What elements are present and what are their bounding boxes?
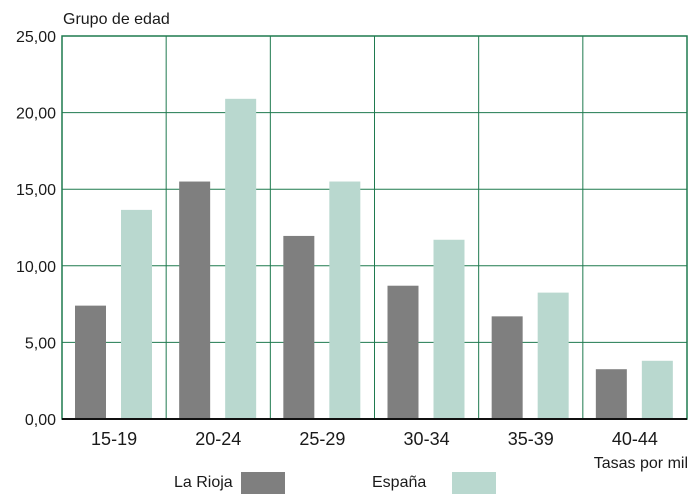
x-tick-label: 30-34: [404, 429, 450, 449]
bar-la-rioja: [179, 181, 211, 419]
bar-espana: [329, 181, 361, 419]
x-tick-label: 25-29: [299, 429, 345, 449]
legend-label-espana: España: [372, 474, 427, 491]
y-axis-title: Grupo de edad: [63, 11, 170, 28]
bar-la-rioja: [283, 235, 315, 419]
bar-la-rioja: [75, 305, 106, 419]
bar-la-rioja: [387, 285, 419, 419]
bar-espana: [121, 209, 152, 419]
legend: La Rioja España: [0, 472, 692, 494]
y-tick-label: 5,00: [25, 335, 56, 352]
x-tick-label: 40-44: [612, 429, 658, 449]
bar-espana: [641, 360, 673, 419]
x-tick-label: 35-39: [508, 429, 554, 449]
legend-label-la-rioja: La Rioja: [174, 474, 233, 491]
y-tick-label: 25,00: [16, 29, 56, 46]
y-tick-label: 15,00: [16, 182, 56, 199]
bar-la-rioja: [595, 369, 627, 419]
bar-espana: [433, 239, 465, 419]
y-tick-label: 20,00: [16, 106, 56, 123]
bar-espana: [537, 292, 569, 419]
bar-la-rioja: [491, 316, 523, 419]
legend-swatch-espana: [452, 472, 497, 494]
bar-espana: [225, 98, 257, 419]
y-tick-label: 10,00: [16, 259, 56, 276]
legend-swatch-la-rioja: [240, 472, 285, 494]
x-tick-label: 20-24: [195, 429, 241, 449]
legend-item-la-rioja: La Rioja: [174, 472, 285, 494]
x-tick-label: 15-19: [91, 429, 137, 449]
x-axis-title: Tasas por mil: [594, 455, 688, 472]
y-tick-label: 0,00: [25, 412, 56, 429]
legend-item-espana: España: [372, 472, 497, 494]
